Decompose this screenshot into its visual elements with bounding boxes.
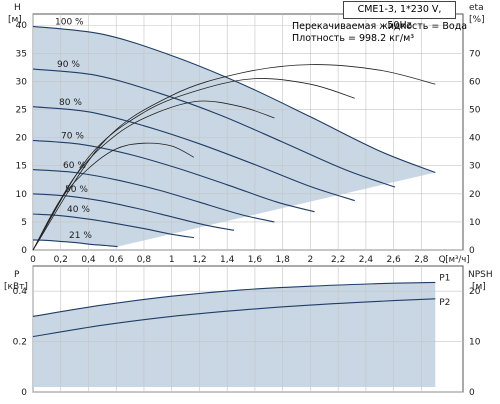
- npsh-axis-unit: [м]: [472, 282, 486, 292]
- q-tick-label: 0,2: [54, 255, 68, 265]
- head-curve-70: [32, 139, 315, 213]
- head-curve-60: [32, 169, 275, 223]
- npsh-tick-label: 10: [469, 338, 481, 348]
- h-axis-title: H: [14, 3, 21, 13]
- q-tick-label: 1: [169, 255, 175, 265]
- h-tick-label: 0: [21, 246, 27, 256]
- npsh-tick-label: 20: [469, 287, 481, 297]
- speed-label: 70 %: [61, 132, 84, 142]
- h-tick-label: 25: [16, 106, 27, 116]
- head-curve-21: [32, 239, 118, 248]
- npsh-axis-title: NPSH: [468, 270, 493, 280]
- efficiency-curve: [32, 142, 195, 251]
- h-tick-label: 10: [16, 190, 28, 200]
- q-tick-label: 2: [308, 255, 314, 265]
- q-tick-label: 0,4: [81, 255, 96, 265]
- power-envelope: [33, 282, 436, 387]
- q-tick-label: 0: [30, 255, 36, 265]
- p-tick-label: 0: [21, 388, 27, 398]
- speed-label: 40 %: [67, 205, 90, 215]
- eta-tick-label: 30: [469, 162, 481, 172]
- eta-tick-label: 40: [469, 134, 481, 144]
- speed-label: 100 %: [55, 17, 84, 27]
- h-tick-label: 15: [16, 162, 27, 172]
- speed-label: 90 %: [57, 60, 80, 70]
- h-tick-label: 20: [16, 134, 28, 144]
- p-axis-unit: [кВт]: [4, 282, 28, 292]
- head-curve-100: [32, 25, 436, 174]
- speed-label: 80 %: [59, 98, 82, 108]
- q-tick-label: 2,8: [414, 255, 429, 265]
- eta-tick-label: 60: [469, 77, 481, 87]
- q-tick-label: 0,8: [137, 255, 152, 265]
- eta-tick-label: 70: [469, 49, 481, 59]
- power-curve-p1: [32, 281, 436, 317]
- efficiency-curve: [32, 100, 275, 251]
- liquid-info: Перекачиваемая жидкость = Вода: [292, 21, 468, 32]
- eta-tick-label: 20: [469, 190, 481, 200]
- eta-tick-label: 50: [469, 106, 481, 116]
- h-axis-unit: [м]: [8, 15, 22, 25]
- head-curve-80: [32, 106, 355, 202]
- p-axis-title: P: [14, 270, 20, 280]
- chart-title-box: CME1-3, 1*230 V, 50Hz: [343, 1, 456, 31]
- power-label: P2: [439, 298, 450, 308]
- p-tick-label: 0.2: [13, 338, 27, 348]
- efficiency-curve: [32, 78, 355, 251]
- eta-tick-label: 0: [469, 246, 475, 256]
- h-tick-label: 30: [16, 77, 28, 87]
- power-curve-p2: [32, 298, 436, 338]
- speed-label: 21 %: [69, 231, 92, 241]
- q-tick-label: 2,2: [331, 255, 345, 265]
- npsh-tick-label: 0: [469, 388, 475, 398]
- speed-label: 50 %: [65, 185, 88, 195]
- q-axis-title: Q: [439, 255, 446, 265]
- speed-label: 60 %: [63, 161, 86, 171]
- q-tick-label: 1,4: [220, 255, 235, 265]
- q-tick-label: 1,6: [248, 255, 263, 265]
- q-axis-unit: [м³/ч]: [445, 255, 469, 265]
- eta-axis-title: eta: [469, 3, 484, 13]
- head-curve-40: [32, 213, 194, 239]
- density-info: Плотность = 998.2 кг/м³: [292, 33, 415, 44]
- q-tick-label: 2,6: [386, 255, 401, 265]
- q-tick-label: 1,2: [192, 255, 206, 265]
- h-tick-label: 35: [16, 49, 27, 59]
- q-tick-label: 1,8: [276, 255, 291, 265]
- eta-axis-unit: [%]: [469, 15, 485, 25]
- head-curve-50: [32, 193, 235, 231]
- h-tick-label: 5: [21, 218, 27, 228]
- efficiency-curve: [32, 64, 436, 251]
- q-tick-label: 2,4: [359, 255, 374, 265]
- head-curve-90: [32, 68, 396, 188]
- power-label: P1: [439, 273, 450, 283]
- eta-tick-label: 10: [469, 218, 481, 228]
- h-tick-label: 40: [16, 21, 28, 31]
- p-tick-label: 0.4: [13, 287, 28, 297]
- q-tick-label: 0,6: [109, 255, 124, 265]
